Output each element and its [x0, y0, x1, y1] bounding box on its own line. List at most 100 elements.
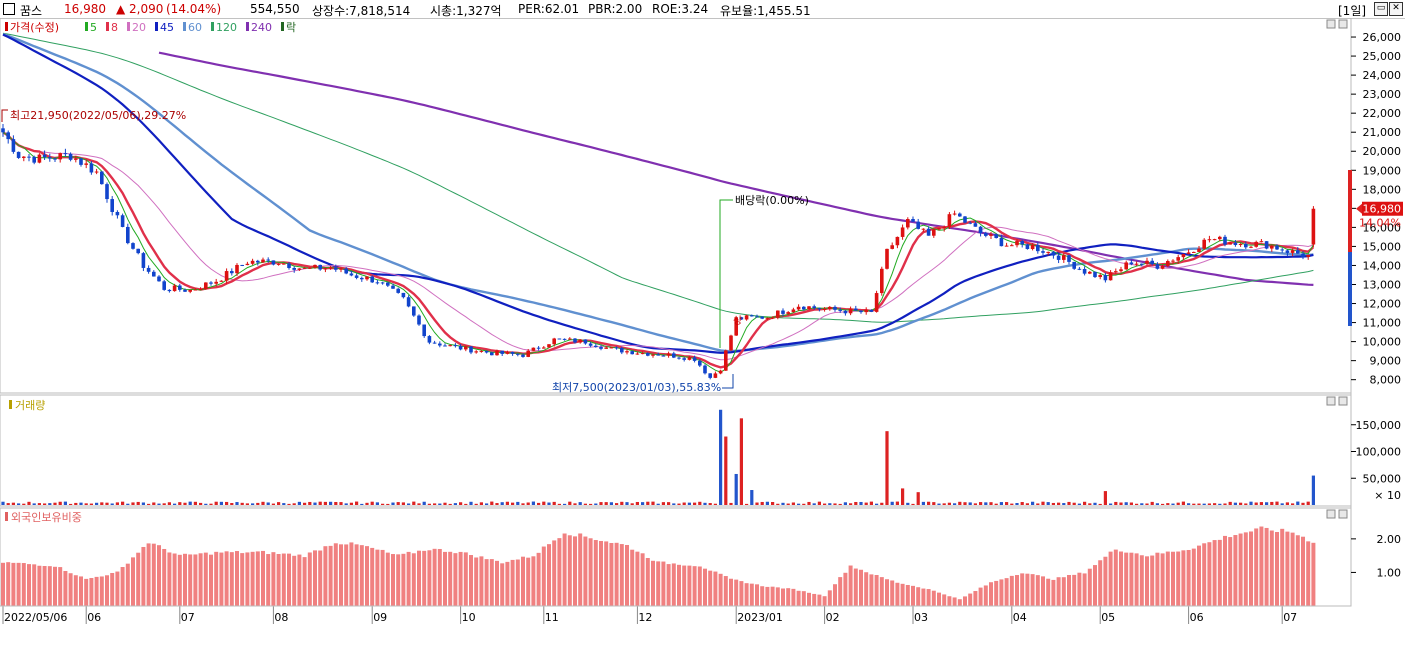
- per-value: PER:62.01: [518, 2, 580, 16]
- volume-bar: [599, 502, 603, 505]
- volume-bar: [131, 502, 135, 505]
- volume-bar: [937, 503, 941, 505]
- foreign-bar: [266, 554, 271, 606]
- volume-bar: [443, 502, 447, 505]
- candle-body: [651, 354, 655, 356]
- checkbox-icon[interactable]: [3, 3, 15, 15]
- volume-bar: [1223, 503, 1227, 505]
- foreign-bar: [536, 552, 541, 606]
- volume-bar: [141, 502, 145, 505]
- candle-body: [6, 132, 10, 140]
- candle-body: [219, 280, 224, 282]
- foreign-bar: [1098, 560, 1103, 606]
- candle-body: [547, 344, 551, 348]
- x-tick-label: 02: [826, 611, 840, 624]
- foreign-bar: [146, 543, 151, 606]
- foreign-legend-label: 외국인보유비중: [11, 511, 82, 524]
- foreign-bar: [1009, 575, 1014, 606]
- restore-icon[interactable]: ▭: [1374, 2, 1388, 16]
- volume-bar: [953, 503, 957, 505]
- candle-body: [1098, 275, 1102, 278]
- volume-bar: [703, 502, 707, 505]
- candle-body: [1160, 265, 1165, 269]
- foreign-bar: [973, 591, 978, 606]
- candle-body: [526, 350, 530, 357]
- volume-bar: [178, 502, 182, 505]
- low-annotation: 최저7,500(2023/01/03),55.83%: [552, 381, 721, 394]
- legend-label-1: 5: [90, 21, 97, 34]
- foreign-bar: [58, 567, 63, 606]
- legend-label-0: 가격(수정): [10, 21, 59, 34]
- candle-body: [484, 350, 489, 353]
- candle-body: [230, 271, 234, 274]
- foreign-bar: [448, 551, 453, 606]
- volume-bar: [1265, 502, 1269, 505]
- y-tick-label: 8,000: [1370, 374, 1402, 387]
- candle-body: [1114, 271, 1118, 273]
- y-tick-label: 19,000: [1363, 164, 1402, 177]
- foreign-bar: [822, 596, 827, 606]
- foreign-bar: [1041, 576, 1045, 606]
- volume-bar: [604, 502, 608, 505]
- y-tick-label: 23,000: [1363, 88, 1402, 101]
- candle-body: [422, 324, 426, 337]
- price-axis: 8,000 9,000 10,000 11,000 12,000 13,000 14,000…: [1351, 31, 1401, 387]
- close-icon[interactable]: ✕: [1389, 2, 1403, 16]
- volume-bar: [713, 503, 717, 505]
- foreign-bar: [53, 566, 57, 606]
- foreign-bar: [1233, 535, 1238, 606]
- foreign-axis: 2.00 1.00: [1351, 533, 1401, 579]
- foreign-bar: [354, 544, 359, 606]
- foreign-bar: [1093, 565, 1097, 606]
- candle-body: [1249, 246, 1253, 248]
- candle-body: [562, 338, 567, 340]
- y-tick-label: 22,000: [1363, 107, 1402, 120]
- candle-body: [1192, 251, 1196, 253]
- period-selector[interactable]: [1일]: [1338, 4, 1367, 18]
- panel-buttons[interactable]: [1326, 19, 1348, 519]
- candle-body: [1186, 252, 1191, 254]
- candle-body: [677, 357, 681, 359]
- candle-body: [1, 128, 5, 133]
- volume-bar: [1072, 502, 1076, 505]
- volume-bar: [230, 503, 234, 505]
- candle-body: [958, 213, 962, 217]
- candle-body: [724, 350, 728, 371]
- legend-swatch: [281, 22, 284, 31]
- foreign-bar: [1249, 531, 1253, 606]
- legend-swatch: [127, 22, 130, 31]
- volume-bar: [890, 501, 894, 505]
- volume-bar: [833, 503, 837, 505]
- candle-body: [1067, 255, 1071, 262]
- x-tick-label: 12: [638, 611, 652, 624]
- foreign-bar: [391, 554, 395, 606]
- volume-bar: [594, 503, 598, 505]
- candle-body: [770, 317, 775, 319]
- foreign-bar: [1280, 528, 1285, 606]
- candle-body: [53, 158, 57, 160]
- volume-bar: [511, 502, 515, 505]
- foreign-bar: [552, 540, 557, 606]
- foreign-bar: [994, 580, 999, 606]
- volume-bar: [552, 501, 556, 505]
- foreign-bar: [333, 543, 338, 606]
- candle-body: [885, 248, 889, 269]
- candle-body: [609, 347, 614, 349]
- candle-body: [895, 236, 900, 246]
- candle-body: [999, 238, 1004, 247]
- foreign-bar: [1155, 552, 1160, 606]
- candle-body: [1093, 271, 1097, 278]
- foreign-bar: [926, 589, 931, 606]
- candle-body: [1088, 271, 1092, 274]
- volume-bar: [188, 501, 192, 505]
- volume-bar: [1041, 501, 1045, 505]
- foreign-bar: [167, 552, 172, 606]
- candle-body: [380, 282, 385, 284]
- foreign-bar: [1238, 533, 1243, 606]
- foreign-bar: [666, 564, 671, 606]
- foreign-bar: [240, 553, 245, 606]
- volume-bar: [859, 501, 863, 505]
- candle-body: [666, 353, 671, 356]
- volume-bar: [1233, 502, 1237, 505]
- volume-bar: [1103, 491, 1107, 505]
